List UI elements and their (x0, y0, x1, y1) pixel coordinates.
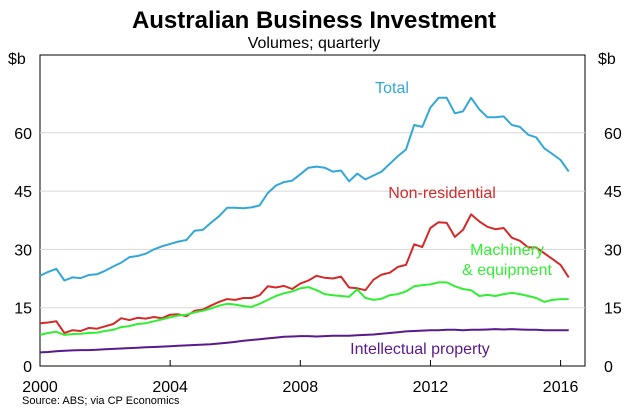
y-tick-label-right: 15 (604, 301, 622, 318)
y-tick-label-right: 45 (604, 184, 622, 201)
series-line-intellectual-property (39, 328, 569, 354)
chart-subtitle: Volumes; quarterly (248, 35, 381, 52)
series-label-intellectual-property: Intellectual property (350, 341, 490, 358)
y-tick-label-left: 60 (14, 126, 32, 143)
plot-area-frame (39, 54, 586, 367)
y-tick-label-left: 0 (23, 359, 32, 376)
series-label-non-residential: Non-residential (388, 185, 496, 202)
y-axis-unit-left: $b (8, 51, 26, 68)
y-tick-label-right: 30 (604, 242, 622, 259)
y-tick-label-left: 30 (14, 242, 32, 259)
axis-ticks: 0 0 15 15 30 30 45 45 60 60 2000 2004 2008 2012 2016 (14, 126, 622, 396)
source-note: Source: ABS; via CP Economics (22, 395, 180, 407)
series-line-machinery-equipment (39, 281, 569, 336)
x-tick-label: 2008 (283, 379, 319, 396)
x-tick-label: 2000 (22, 379, 58, 396)
y-tick-label-right: 0 (604, 359, 613, 376)
series-labels: Total Non-residential Machinery & equipment… (350, 80, 552, 358)
y-axis-unit-right: $b (598, 51, 616, 68)
gridlines (40, 132, 585, 309)
series-label-machinery-equipment: Machinery (470, 242, 544, 259)
y-tick-label-left: 45 (14, 184, 32, 201)
series-line-total (39, 96, 570, 282)
series-lines (39, 96, 570, 354)
x-tick-label: 2012 (413, 379, 449, 396)
series-label-total: Total (375, 80, 409, 97)
x-tick-label: 2004 (152, 379, 188, 396)
chart-title: Australian Business Investment (132, 7, 496, 34)
y-tick-label-right: 60 (604, 126, 622, 143)
x-tick-label: 2016 (543, 379, 579, 396)
series-line-non-residential (39, 213, 570, 334)
series-label-machinery-equipment: & equipment (462, 262, 552, 279)
y-tick-label-left: 15 (14, 301, 32, 318)
